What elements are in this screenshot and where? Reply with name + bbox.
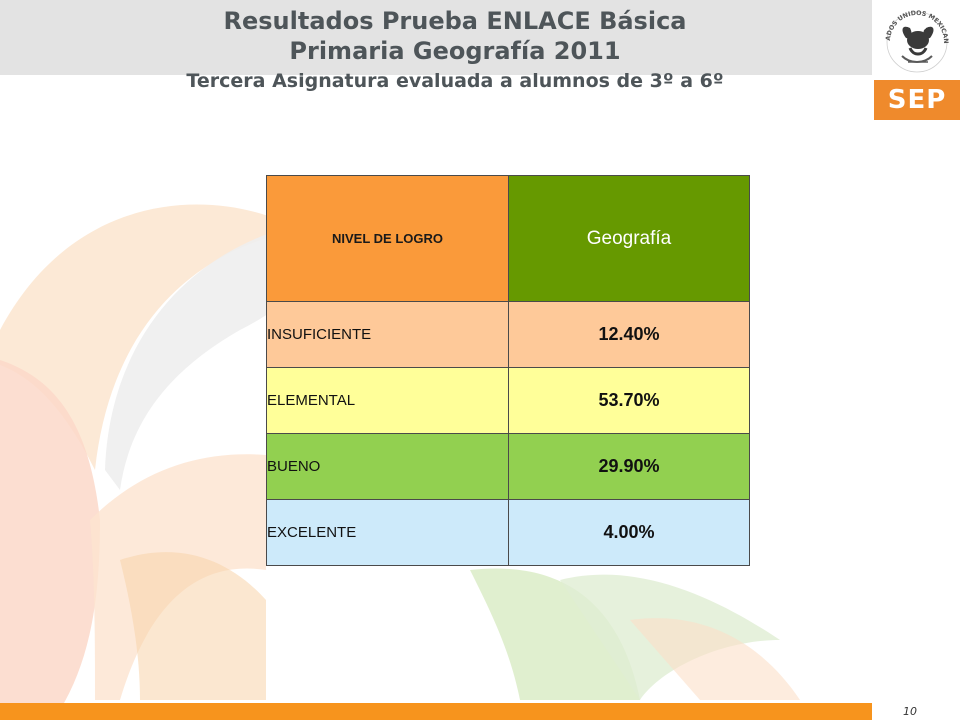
table-row-insuficiente: INSUFICIENTE 12.40%	[266, 301, 750, 368]
slide-subtitle: Tercera Asignatura evaluada a alumnos de…	[186, 70, 724, 92]
title-line-1: Resultados Prueba ENLACE Básica	[223, 7, 687, 35]
value-elemental: 53.70%	[508, 367, 750, 434]
level-insuficiente: INSUFICIENTE	[266, 301, 509, 368]
title-line-2: Primaria Geografía 2011	[289, 37, 621, 65]
header-nivel-de-logro: NIVEL DE LOGRO	[266, 175, 509, 302]
table-row-bueno: BUENO 29.90%	[266, 433, 750, 500]
page-number: 10	[903, 705, 917, 718]
header-geografia: Geografía	[508, 175, 750, 302]
coat-of-arms-seal: ESTADOS UNIDOS MEXICANOS	[880, 2, 949, 73]
results-table: NIVEL DE LOGRO Geografía INSUFICIENTE 12…	[266, 175, 750, 566]
level-bueno: BUENO	[266, 433, 509, 500]
level-excelente: EXCELENTE	[266, 499, 509, 566]
logo-panel: ESTADOS UNIDOS MEXICANOS SEP	[874, 0, 960, 122]
value-bueno: 29.90%	[508, 433, 750, 500]
table-row-excelente: EXCELENTE 4.00%	[266, 499, 750, 566]
table-row-elemental: ELEMENTAL 53.70%	[266, 367, 750, 434]
sep-logo: SEP	[874, 80, 960, 120]
slide-title: Resultados Prueba ENLACE Básica Primaria…	[0, 6, 910, 94]
header-band	[0, 0, 872, 75]
table-header-row: NIVEL DE LOGRO Geografía	[266, 175, 750, 302]
level-elemental: ELEMENTAL	[266, 367, 509, 434]
value-excelente: 4.00%	[508, 499, 750, 566]
value-insuficiente: 12.40%	[508, 301, 750, 368]
footer-bar	[0, 703, 872, 720]
